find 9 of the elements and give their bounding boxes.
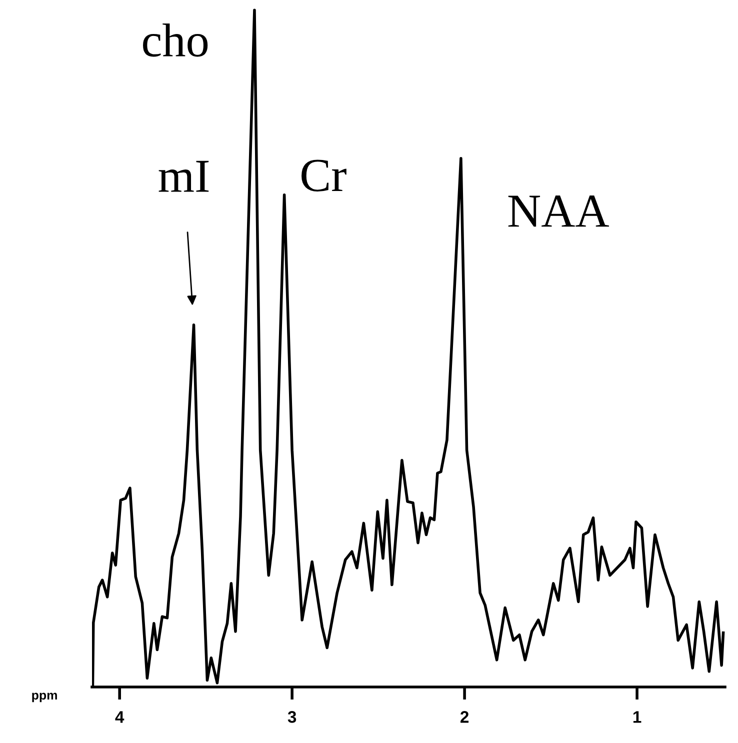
annotation: mI	[158, 160, 209, 192]
x-tick-label: 3	[288, 711, 296, 723]
annotation: Cr	[302, 160, 346, 192]
annotation: cho	[143, 23, 208, 57]
x-tick-label: 1	[633, 711, 642, 723]
annotation: NAA	[508, 196, 609, 227]
x-axis-title: ppm	[32, 692, 57, 702]
x-tick-label: 2	[460, 711, 469, 723]
x-tick-label: 4	[115, 711, 124, 723]
